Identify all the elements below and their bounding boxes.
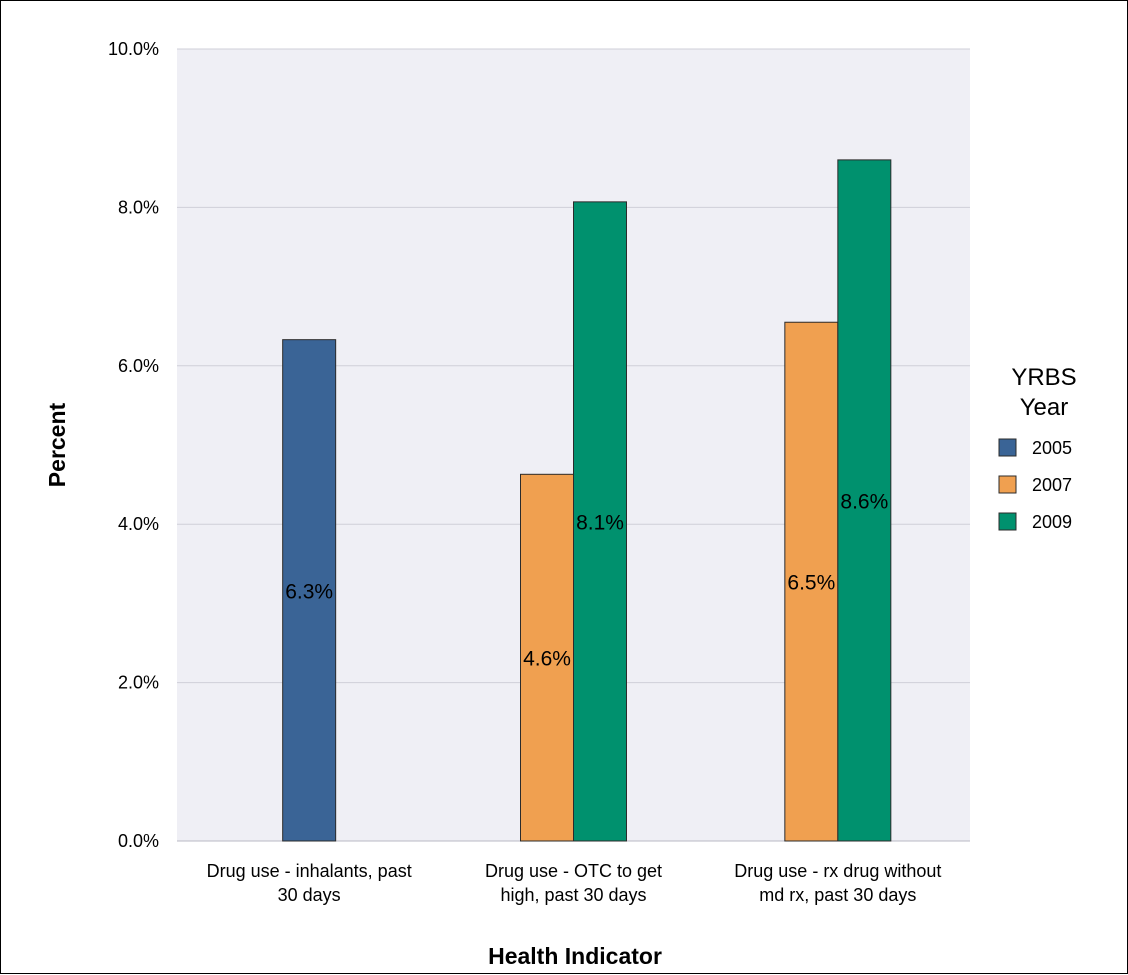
legend-title: YRBS Year	[1011, 364, 1076, 421]
data-label: 4.6%	[523, 648, 571, 671]
data-label: 8.6%	[840, 490, 888, 513]
y-tick-label: 6.0%	[118, 356, 159, 376]
data-label: 6.3%	[285, 580, 333, 603]
y-tick-label: 2.0%	[118, 673, 159, 693]
x-category-label: Drug use - OTC to get high, past 30 days	[485, 861, 662, 905]
y-axis-title: Percent	[44, 402, 70, 487]
y-tick-label: 4.0%	[118, 514, 159, 534]
x-category-label: Drug use - rx drug without md rx, past 30…	[734, 861, 941, 905]
legend-swatch-2007	[998, 475, 1017, 494]
y-tick-label: 8.0%	[118, 197, 159, 217]
x-category-label: Drug use - inhalants, past 30 days	[207, 861, 412, 905]
bar-2009	[837, 159, 892, 842]
legend-swatch-2005	[998, 438, 1017, 457]
y-tick-label: 0.0%	[118, 831, 159, 851]
data-labels: 6.3% 4.6% 8.1% 6.5% 8.6%	[285, 490, 888, 670]
bars	[282, 159, 892, 842]
legend-label: 2005	[1032, 438, 1072, 458]
x-axis-categories: Drug use - inhalants, past 30 days Drug us…	[207, 861, 942, 905]
legend-label: 2007	[1032, 475, 1072, 495]
x-axis-title: Health Indicator	[488, 943, 662, 969]
bar-2007	[520, 473, 574, 842]
data-label: 6.5%	[787, 572, 835, 595]
y-axis-ticks: 0.0% 2.0% 4.0% 6.0% 8.0% 10.0%	[108, 39, 159, 851]
bar-2009	[573, 201, 627, 842]
legend-swatch-2009	[998, 512, 1017, 531]
legend-label: 2009	[1032, 512, 1072, 532]
bar-2007	[784, 321, 839, 842]
legend: YRBS Year 2005 2007 2009	[998, 364, 1077, 532]
y-tick-label: 10.0%	[108, 39, 159, 59]
data-label: 8.1%	[576, 511, 624, 534]
bar-2005	[282, 339, 337, 842]
